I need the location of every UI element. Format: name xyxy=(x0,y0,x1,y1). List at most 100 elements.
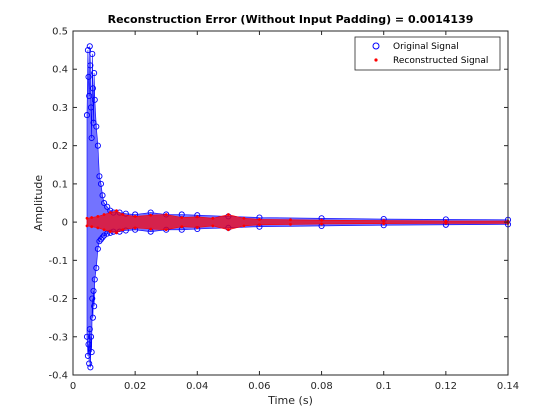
data-point xyxy=(83,112,91,119)
data-point xyxy=(211,224,215,228)
data-point xyxy=(108,211,112,214)
data-point xyxy=(115,231,118,235)
data-point xyxy=(91,96,98,103)
legend-label-reconstructed: Reconstructed Signal xyxy=(393,56,488,66)
data-point xyxy=(96,238,103,245)
data-point xyxy=(258,218,261,221)
data-point xyxy=(85,341,92,348)
data-point xyxy=(258,223,261,227)
data-point xyxy=(93,264,100,272)
data-point xyxy=(444,221,448,225)
data-point xyxy=(91,303,98,310)
data-point xyxy=(382,219,386,222)
data-point xyxy=(87,333,95,340)
y-tick-label: -0.2 xyxy=(48,294,68,305)
x-axis-label: Time (s) xyxy=(267,394,313,407)
x-tick-label: 0.06 xyxy=(248,381,270,392)
data-point xyxy=(102,213,106,216)
legend: Original Signal Reconstructed Signal xyxy=(354,36,501,71)
x-tick-label: 0.14 xyxy=(497,381,519,392)
legend-box xyxy=(354,36,501,71)
data-point xyxy=(93,123,100,130)
y-axis: -0.4 -0.3 -0.2 -0.1 0 0.1 0.2 0.3 0.4 0.5 xyxy=(48,27,508,382)
data-point xyxy=(180,225,184,229)
data-point xyxy=(180,216,184,219)
data-point xyxy=(89,50,96,57)
data-point xyxy=(85,73,92,80)
data-point xyxy=(121,213,125,216)
data-point xyxy=(133,226,137,230)
data-point xyxy=(115,209,118,213)
data-point xyxy=(104,203,111,210)
data-point xyxy=(97,236,105,243)
data-point xyxy=(96,214,100,218)
data-point xyxy=(83,333,91,340)
data-point xyxy=(86,326,93,333)
data-point xyxy=(87,364,94,371)
data-point xyxy=(320,218,323,222)
data-point xyxy=(90,216,94,219)
y-tick-label: 0 xyxy=(62,218,68,229)
data-point xyxy=(121,228,125,232)
data-point xyxy=(226,213,230,216)
data-point xyxy=(101,199,108,207)
data-point xyxy=(94,245,101,252)
data-point xyxy=(96,173,103,180)
data-point xyxy=(87,62,94,69)
y-tick-label: 0.4 xyxy=(52,65,68,76)
y-tick-label: 0.5 xyxy=(52,27,68,38)
series-original-signal xyxy=(83,43,512,371)
data-point xyxy=(444,219,448,223)
data-point xyxy=(133,214,137,218)
legend-marker-reconstructed xyxy=(374,58,378,62)
data-point xyxy=(89,314,96,321)
data-point xyxy=(289,223,292,226)
x-tick-label: 0.04 xyxy=(186,381,208,392)
data-point xyxy=(99,234,106,241)
y-tick-label: 0.2 xyxy=(52,141,68,152)
y-tick-label: -0.3 xyxy=(48,332,68,343)
data-point xyxy=(164,213,168,216)
data-point xyxy=(91,276,98,283)
data-point xyxy=(85,224,89,228)
x-tick-label: 0.08 xyxy=(310,381,332,392)
data-point xyxy=(97,180,105,187)
x-tick-label: 0 xyxy=(70,381,76,392)
data-point xyxy=(226,228,230,232)
legend-label-original: Original Signal xyxy=(393,42,459,52)
data-point xyxy=(86,43,93,50)
data-point xyxy=(87,104,95,111)
data-point xyxy=(242,224,246,228)
data-point xyxy=(289,218,292,222)
axes-box xyxy=(72,30,509,376)
data-point xyxy=(85,216,89,220)
data-point xyxy=(89,295,96,302)
data-point xyxy=(195,226,199,229)
x-axis: 0 0.02 0.04 0.06 0.08 0.1 0.12 0.14 xyxy=(70,31,519,392)
data-point xyxy=(94,142,101,149)
data-point xyxy=(101,232,108,239)
x-tick-label: 0.12 xyxy=(435,381,457,392)
legend-marker-original xyxy=(372,42,380,50)
y-tick-label: -0.4 xyxy=(48,371,68,382)
data-point xyxy=(211,216,215,220)
chart-title: Reconstruction Error (Without Input Padd… xyxy=(108,13,474,26)
data-point xyxy=(164,228,168,232)
x-tick-label: 0.02 xyxy=(124,381,146,392)
data-point xyxy=(108,230,112,234)
data-point xyxy=(86,92,93,100)
data-point xyxy=(99,192,106,199)
data-layer xyxy=(83,43,512,371)
y-tick-label: 0.1 xyxy=(52,179,68,190)
data-point xyxy=(84,47,91,54)
data-point xyxy=(195,215,199,219)
data-point xyxy=(320,222,323,226)
data-point xyxy=(382,222,386,226)
data-point xyxy=(90,287,97,294)
data-point xyxy=(96,226,100,230)
data-point xyxy=(86,360,93,367)
data-point xyxy=(242,216,246,220)
data-point xyxy=(149,227,153,231)
